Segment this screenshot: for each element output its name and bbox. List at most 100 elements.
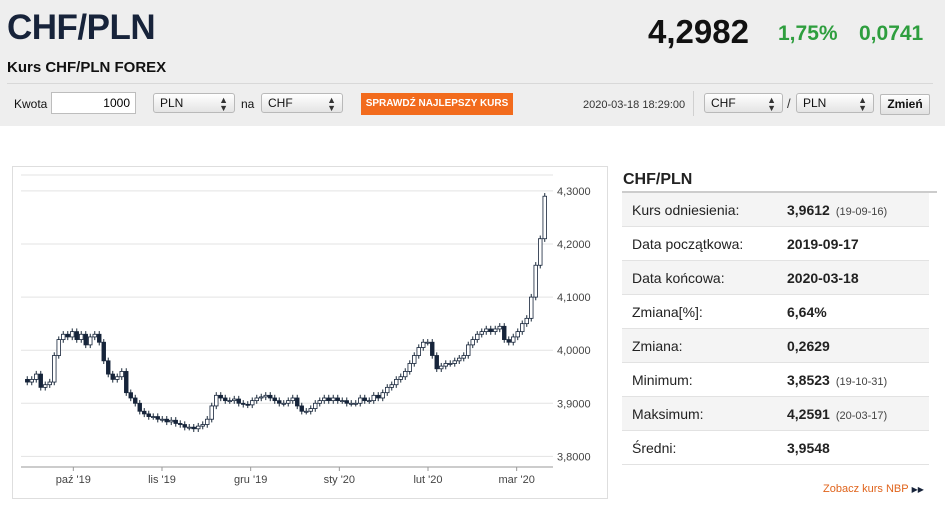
candle-body: [308, 408, 313, 412]
stat-row: Minimum: 3,8523 (19-10-31): [622, 363, 929, 397]
candle-body: [277, 400, 282, 404]
candle: [65, 331, 70, 341]
candle-body: [286, 400, 291, 404]
stats-panel: CHF/PLN Kurs odniesienia: 3,9612 (19-09-16…: [622, 165, 937, 465]
stat-row: Średni: 3,9548: [622, 431, 929, 465]
candle-body: [61, 333, 66, 340]
from-currency-value: PLN: [160, 96, 184, 110]
candle-body: [317, 400, 322, 404]
stat-row: Kurs odniesienia: 3,9612 (19-09-16): [622, 193, 929, 227]
candle-body: [101, 341, 106, 362]
candle: [317, 397, 322, 407]
price-chart: 3,8000 3,9000 4,0000 4,1000 4,2000 4,3000 paź …: [21, 174, 591, 486]
candle: [313, 400, 318, 412]
y-tick-label: 4,3000: [557, 186, 591, 198]
candle: [299, 402, 304, 415]
candle: [398, 373, 403, 383]
x-tick-label: mar '20: [498, 474, 534, 486]
candle: [241, 400, 246, 408]
candle: [389, 381, 394, 391]
candle-body: [218, 394, 223, 399]
candle-body: [227, 400, 232, 403]
candle: [461, 352, 466, 362]
candle-body: [83, 333, 88, 346]
candle: [304, 408, 309, 415]
candle: [511, 333, 516, 346]
from-currency-select[interactable]: PLN ▲ ▼: [153, 93, 235, 113]
candle: [196, 422, 201, 432]
candle: [443, 360, 448, 370]
candle-body: [488, 328, 493, 333]
amount-input[interactable]: [51, 92, 136, 114]
check-best-rate-button[interactable]: SPRAWDŹ NAJLEPSZY KURS: [361, 93, 513, 115]
candle: [439, 362, 444, 372]
candle-body: [47, 381, 52, 386]
candle: [272, 394, 277, 404]
candle: [529, 293, 534, 322]
stat-row: Maksimum: 4,2591 (20-03-17): [622, 397, 929, 431]
candle-body: [110, 373, 115, 380]
candle: [43, 381, 48, 391]
stat-value-text: 4,2591: [787, 406, 830, 422]
stat-date: (19-09-16): [835, 206, 888, 218]
candle: [353, 400, 358, 407]
candle-body: [25, 378, 30, 383]
candle-body: [236, 398, 241, 404]
candle-body: [340, 400, 345, 403]
candle-body: [173, 419, 178, 424]
candle-body: [475, 333, 480, 340]
current-rate: 4,2982: [648, 13, 749, 50]
candle: [169, 417, 174, 426]
candle-body: [403, 371, 408, 378]
candle: [250, 397, 255, 409]
x-tick-label: paź '19: [56, 474, 91, 486]
candle: [47, 378, 52, 388]
candle-body: [205, 418, 210, 425]
candle-body: [151, 416, 156, 418]
stats-title: CHF/PLN: [622, 165, 937, 193]
candle-body: [502, 325, 507, 340]
candle-body: [358, 397, 363, 404]
stat-label: Zmiana[%]:: [632, 304, 703, 320]
candle: [227, 397, 232, 404]
to-currency-select[interactable]: CHF ▲ ▼: [261, 93, 343, 113]
candle-body: [533, 264, 538, 298]
candle-body: [88, 336, 93, 346]
candle: [88, 333, 93, 349]
stat-row: Zmiana: 0,2629: [622, 329, 929, 363]
candle-body: [178, 423, 183, 425]
candle-body: [371, 394, 376, 402]
change-pair-button[interactable]: Zmień: [880, 94, 930, 115]
candle: [542, 193, 547, 242]
candle: [403, 368, 408, 380]
candle: [358, 394, 363, 407]
candle: [407, 360, 412, 375]
candle: [308, 405, 313, 415]
candle-body: [65, 333, 70, 338]
candle: [74, 328, 79, 343]
candle-body: [304, 410, 309, 413]
candle-body: [268, 394, 273, 399]
candle: [254, 394, 259, 404]
stat-value: 0,2629: [787, 338, 830, 354]
candle: [538, 235, 543, 269]
candle: [470, 336, 475, 349]
candle: [394, 376, 399, 388]
nbp-rate-link[interactable]: Zobacz kurs NBP ▶▶: [823, 483, 924, 495]
candle-body: [187, 426, 192, 429]
base-currency-select[interactable]: CHF ▲ ▼: [704, 93, 783, 113]
stat-row: Data końcowa: 2020-03-18: [622, 261, 929, 295]
candle-body: [416, 347, 421, 356]
candle: [164, 416, 169, 426]
candle-body: [133, 397, 138, 404]
candle: [79, 331, 84, 343]
stat-label: Średni:: [632, 440, 677, 456]
quote-currency-select[interactable]: PLN ▲ ▼: [796, 93, 874, 113]
candle: [533, 262, 538, 301]
candle-body: [182, 424, 187, 428]
candle-body: [367, 400, 372, 403]
candle: [281, 400, 286, 407]
to-currency-value: CHF: [268, 96, 293, 110]
stat-value-text: 3,8523: [787, 372, 830, 388]
candle: [385, 384, 390, 396]
